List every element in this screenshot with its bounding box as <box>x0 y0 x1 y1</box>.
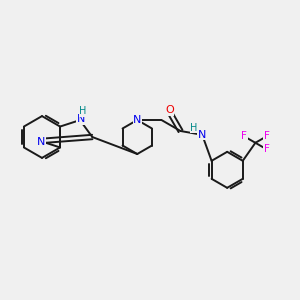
Text: N: N <box>77 114 85 124</box>
Text: H: H <box>79 106 87 116</box>
Text: N: N <box>198 130 206 140</box>
Text: N: N <box>133 115 141 125</box>
Text: F: F <box>241 131 247 141</box>
Text: H: H <box>190 123 198 133</box>
Text: N: N <box>37 137 45 147</box>
Text: F: F <box>264 131 270 141</box>
Text: O: O <box>165 105 174 115</box>
Text: F: F <box>264 144 270 154</box>
